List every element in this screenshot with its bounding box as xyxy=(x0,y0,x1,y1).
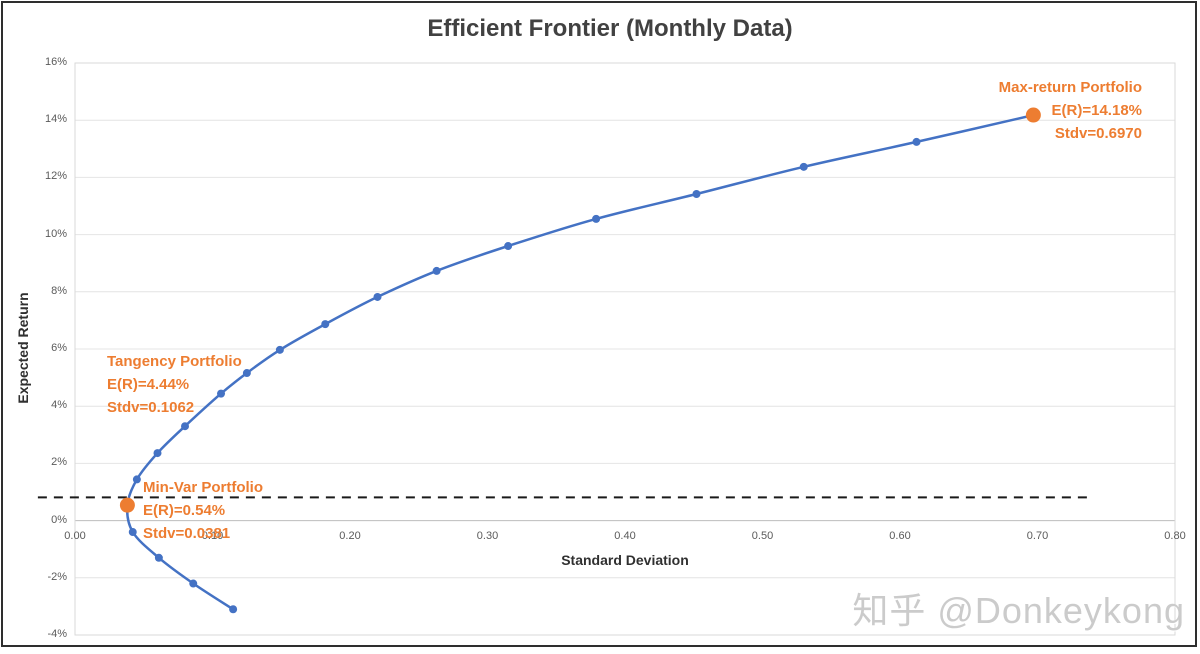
data-point xyxy=(217,389,226,398)
data-point xyxy=(128,528,137,537)
y-tick-label: 16% xyxy=(44,56,67,68)
data-point xyxy=(692,189,701,198)
y-tick-label: 4% xyxy=(51,399,67,412)
x-tick-label: 0.80 xyxy=(1164,529,1186,542)
data-point xyxy=(373,292,382,301)
y-tick-label: 8% xyxy=(51,284,67,297)
annotation-title: Min-Var Portfolio xyxy=(143,479,263,496)
data-point xyxy=(912,137,921,146)
y-tick-label: 12% xyxy=(44,170,67,183)
chart-title: Efficient Frontier (Monthly Data) xyxy=(427,15,793,42)
x-tick-label: 0.60 xyxy=(889,529,911,542)
annotation-expected-return: E(R)=0.54% xyxy=(143,502,226,519)
data-point xyxy=(153,449,162,458)
y-tick-label: 10% xyxy=(44,227,67,240)
annotation-max-return-portfolio: Max-return Portfolio E(R)=14.18% Stdv=0.… xyxy=(999,76,1142,145)
data-point xyxy=(275,345,284,354)
annotation-tangency-portfolio: Tangency Portfolio E(R)=4.44% Stdv=0.106… xyxy=(107,350,242,419)
x-tick-label: 0.30 xyxy=(476,529,499,542)
x-tick-label: 0.40 xyxy=(614,529,636,542)
annotation-stdev: Stdv=0.6970 xyxy=(1054,125,1142,142)
data-point xyxy=(321,320,330,329)
x-tick-label: 0.00 xyxy=(64,529,86,542)
y-tick-label: 2% xyxy=(51,456,67,469)
y-tick-label: -4% xyxy=(47,628,67,640)
min-var-point xyxy=(119,497,135,513)
x-tick-label: 0.20 xyxy=(339,529,361,542)
annotation-stdev: Stdv=0.0381 xyxy=(143,525,231,542)
y-tick-label: 14% xyxy=(44,113,67,126)
y-tick-label: 6% xyxy=(51,342,67,354)
zhihu-watermark: 知乎 @Donkeykong xyxy=(852,590,1185,631)
annotation-title: Tangency Portfolio xyxy=(107,353,242,370)
max-return-point xyxy=(1025,107,1041,123)
data-point xyxy=(154,553,163,562)
data-point xyxy=(189,579,198,588)
y-tick-label: 0% xyxy=(51,513,67,526)
data-point xyxy=(432,266,441,275)
annotation-stdev: Stdv=0.1062 xyxy=(107,399,195,416)
data-point xyxy=(181,422,189,431)
efficient-frontier-curve xyxy=(125,113,1035,611)
plot-area-border xyxy=(74,62,1176,636)
data-point xyxy=(799,162,808,171)
x-axis-title: Standard Deviation xyxy=(561,552,689,568)
x-tick-label: 0.50 xyxy=(751,529,774,542)
data-point xyxy=(592,214,601,223)
y-tick-label: -2% xyxy=(47,570,67,583)
annotation-expected-return: E(R)=4.44% xyxy=(107,376,190,393)
x-tick-label: 0.70 xyxy=(1026,529,1049,542)
data-point xyxy=(229,605,238,614)
annotation-title: Max-return Portfolio xyxy=(998,79,1142,96)
annotation-min-var-portfolio: Min-Var Portfolio E(R)=0.54% Stdv=0.0381 xyxy=(143,476,263,545)
data-point xyxy=(504,242,513,251)
annotation-expected-return: E(R)=14.18% xyxy=(1051,102,1142,119)
data-point xyxy=(242,369,251,378)
data-point xyxy=(132,475,141,484)
x-tick-label: 0.10 xyxy=(201,529,224,542)
